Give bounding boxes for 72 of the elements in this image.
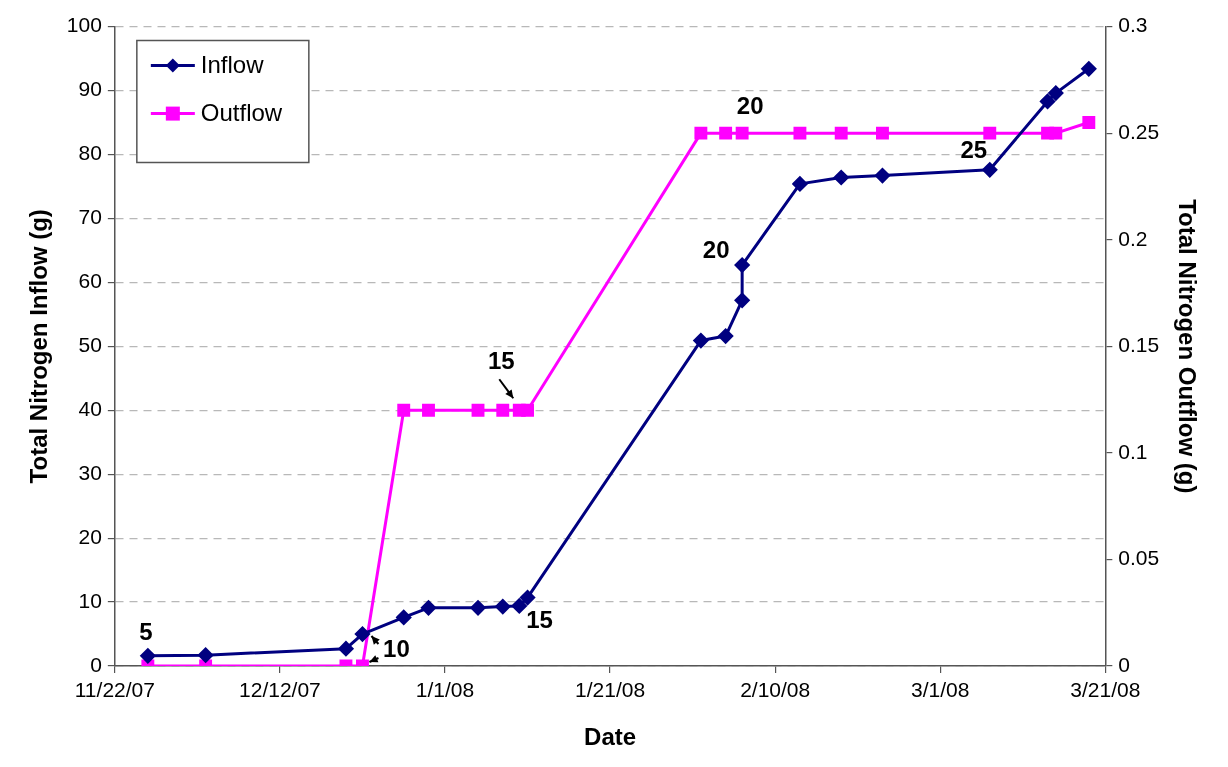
y-tick-label: 10 — [78, 588, 102, 612]
point — [982, 162, 998, 178]
point — [471, 403, 485, 417]
point — [354, 626, 370, 642]
annotation: 25 — [960, 136, 988, 164]
y2-tick-label: 0.2 — [1118, 226, 1148, 250]
x-axis-title: Date — [584, 723, 637, 751]
annotation: 20 — [736, 92, 764, 119]
y-tick-label: 40 — [78, 397, 102, 421]
annotation: 20 — [702, 235, 730, 263]
y-tick-label: 70 — [78, 205, 102, 229]
y2-axis-title: Total Nitrogen Outflow (g) — [1173, 199, 1201, 494]
y2-tick-label: 0.25 — [1118, 119, 1160, 143]
x-tick-label: 1/21/08 — [575, 678, 646, 702]
point — [1081, 61, 1097, 77]
point — [420, 600, 436, 616]
annotation: 5 — [139, 618, 153, 646]
point — [1040, 93, 1056, 109]
legend-label: Outflow — [200, 99, 283, 127]
y-tick-label: 20 — [78, 524, 102, 548]
point — [792, 176, 808, 192]
point — [470, 600, 486, 616]
y2-tick-label: 0.3 — [1118, 13, 1148, 37]
point — [793, 126, 807, 140]
point — [734, 292, 750, 308]
point — [1082, 116, 1096, 129]
point — [140, 648, 156, 664]
point — [1049, 126, 1063, 140]
x-tick-label: 2/10/08 — [740, 678, 811, 702]
y-tick-label: 50 — [78, 333, 102, 357]
x-tick-label: 3/21/08 — [1070, 678, 1141, 702]
y2-tick-label: 0 — [1118, 652, 1131, 676]
annotation: 15 — [526, 606, 553, 634]
point — [718, 328, 734, 344]
point — [496, 403, 510, 417]
point — [521, 403, 534, 417]
y-tick-label: 100 — [66, 13, 102, 37]
point — [495, 599, 511, 615]
point — [694, 126, 708, 140]
y2-tick-label: 0.05 — [1118, 546, 1160, 570]
y-tick-label: 0 — [90, 652, 102, 676]
y2-tick-label: 0.15 — [1118, 333, 1160, 357]
point — [874, 168, 890, 184]
point — [834, 126, 848, 140]
x-tick-label: 3/1/08 — [911, 678, 970, 702]
point — [198, 647, 214, 663]
point — [983, 126, 997, 140]
point — [422, 403, 435, 417]
point — [338, 641, 354, 657]
y-tick-label: 80 — [78, 141, 102, 165]
annotation: 15 — [487, 346, 515, 374]
y-axis-title: Total Nitrogen Inflow (g) — [25, 209, 53, 484]
point — [1048, 85, 1064, 101]
x-tick-label: 12/12/07 — [239, 678, 321, 702]
point — [397, 403, 411, 417]
y-tick-label: 60 — [78, 269, 102, 293]
legend-label: Inflow — [200, 51, 265, 79]
y-tick-label: 30 — [78, 460, 102, 484]
y2-tick-label: 0.1 — [1118, 439, 1148, 463]
point — [833, 170, 849, 185]
point — [520, 590, 536, 606]
x-tick-label: 1/1/08 — [415, 678, 475, 702]
point — [693, 333, 709, 349]
point — [734, 257, 750, 273]
point — [719, 126, 733, 140]
x-tick-label: 11/22/07 — [74, 678, 155, 702]
point — [876, 126, 889, 140]
annotation: 10 — [383, 634, 410, 662]
point — [396, 609, 412, 625]
point — [735, 126, 749, 140]
point — [511, 598, 527, 614]
y-tick-label: 90 — [78, 77, 102, 101]
